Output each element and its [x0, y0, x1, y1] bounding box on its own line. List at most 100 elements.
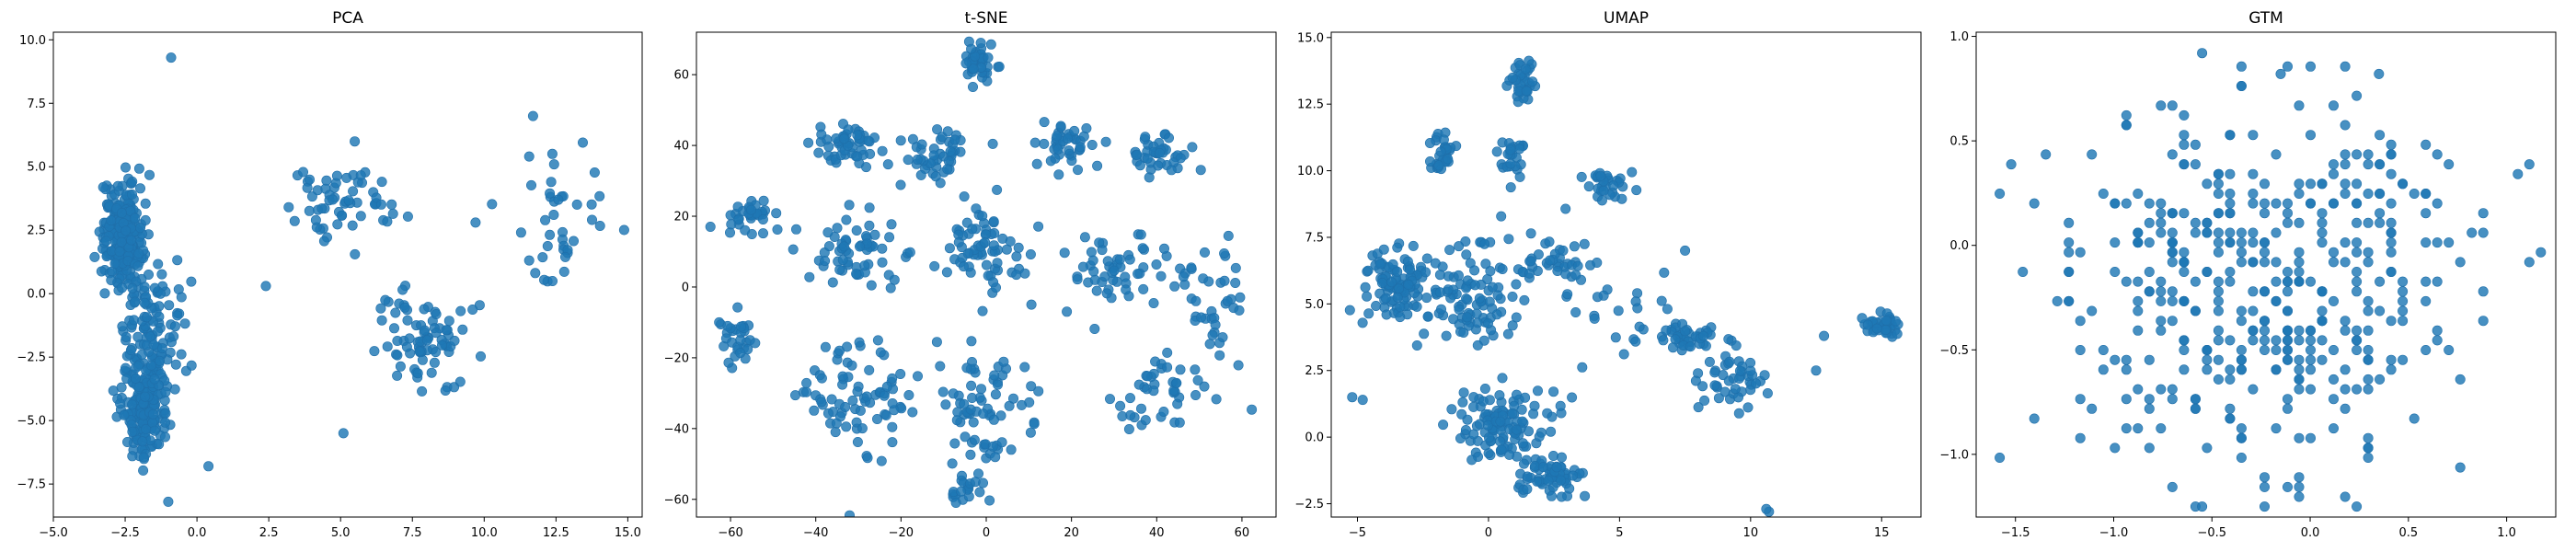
scatter-point — [1558, 245, 1569, 256]
scatter-point — [2213, 286, 2224, 297]
scatter-point — [2340, 237, 2351, 248]
scatter-point — [2306, 61, 2317, 72]
scatter-point — [119, 409, 130, 420]
scatter-point — [947, 458, 958, 469]
scatter-point — [2375, 159, 2386, 170]
scatter-point — [121, 225, 132, 236]
scatter-point — [1142, 371, 1153, 382]
scatter-point — [116, 236, 127, 247]
scatter-point — [2340, 149, 2351, 160]
scatter-point — [457, 324, 468, 335]
scatter-point — [297, 167, 308, 178]
scatter-point — [2283, 276, 2294, 287]
scatter-point — [1731, 340, 1742, 351]
scatter-point — [1811, 365, 1822, 376]
scatter-point — [2386, 217, 2397, 228]
scatter-point — [2236, 432, 2247, 443]
scatter-point — [1089, 323, 1100, 334]
scatter-point — [153, 326, 164, 337]
scatter-point — [1075, 142, 1086, 153]
x-tick-label: 0 — [1485, 526, 1492, 540]
scatter-point — [2190, 217, 2201, 228]
scatter-point — [166, 52, 177, 63]
scatter-point — [1658, 335, 1669, 346]
scatter-point — [1560, 203, 1571, 214]
scatter-point — [827, 277, 838, 288]
scatter-point — [1156, 270, 1167, 282]
scatter-point — [2156, 316, 2167, 327]
scatter-point — [2064, 295, 2075, 306]
scatter-point — [2087, 149, 2098, 160]
scatter-point — [2271, 335, 2282, 346]
scatter-point — [1704, 356, 1715, 367]
scatter-point — [1154, 147, 1165, 158]
scatter-point — [1362, 291, 1373, 302]
y-tick-label: 5.0 — [27, 161, 46, 175]
scatter-point — [1025, 427, 1036, 438]
scatter-point — [176, 292, 187, 303]
scatter-point — [2167, 481, 2178, 492]
x-tick-label: 0.0 — [2301, 526, 2320, 540]
scatter-point — [1469, 280, 1480, 291]
scatter-point — [2306, 276, 2317, 287]
scatter-point — [2190, 403, 2201, 414]
scatter-point — [1570, 306, 1581, 317]
scatter-point — [1668, 342, 1679, 353]
scatter-point — [869, 229, 880, 240]
scatter-point — [2144, 286, 2155, 297]
scatter-point — [2225, 374, 2236, 385]
scatter-point — [1408, 240, 1419, 251]
scatter-point — [2133, 325, 2144, 336]
scatter-point — [1211, 394, 1222, 405]
scatter-point — [2133, 276, 2144, 287]
scatter-point — [1556, 475, 1567, 486]
scatter-point — [1430, 258, 1441, 269]
scatter-point — [2340, 403, 2351, 414]
scatter-point — [530, 268, 541, 279]
scatter-point — [455, 305, 466, 316]
scatter-point — [1466, 454, 1478, 466]
scatter-point — [2386, 168, 2397, 179]
scatter-point — [1092, 160, 1103, 171]
scatter-point — [412, 368, 423, 379]
scatter-point — [2133, 189, 2144, 200]
scatter-point — [618, 224, 629, 236]
scatter-point — [968, 82, 979, 93]
scatter-point — [851, 269, 862, 280]
scatter-point — [1100, 136, 1111, 147]
scatter-point — [538, 274, 549, 285]
scatter-point — [876, 455, 887, 466]
scatter-point — [988, 277, 999, 288]
scatter-point — [1454, 241, 1465, 252]
scatter-point — [127, 426, 138, 437]
scatter-point — [2225, 413, 2236, 424]
scatter-point — [1492, 290, 1503, 301]
scatter-point — [2421, 208, 2432, 219]
scatter-point — [2340, 316, 2351, 327]
scatter-point — [1556, 491, 1567, 502]
x-tick-label: −1.5 — [2001, 526, 2030, 540]
scatter-point — [2236, 354, 2247, 365]
scatter-point — [1045, 155, 1056, 167]
scatter-point — [1204, 339, 1215, 350]
scatter-point — [2248, 286, 2259, 297]
scatter-point — [350, 248, 361, 259]
scatter-point — [2190, 394, 2201, 405]
scatter-point — [1583, 181, 1594, 192]
scatter-point — [2179, 139, 2190, 150]
scatter-point — [2029, 198, 2040, 209]
scatter-point — [852, 386, 863, 397]
scatter-point — [2041, 149, 2052, 160]
scatter-point — [2363, 189, 2374, 200]
scatter-point — [116, 382, 127, 393]
scatter-point — [1091, 285, 1102, 296]
scatter-point — [131, 373, 142, 384]
scatter-point — [2064, 237, 2075, 248]
scatter-point — [586, 214, 597, 225]
scatter-point — [147, 408, 158, 420]
scatter-point — [331, 170, 342, 181]
scatter-point — [2421, 189, 2432, 200]
scatter-point — [968, 417, 979, 428]
scatter-point — [820, 341, 831, 352]
scatter-point — [2260, 208, 2271, 219]
